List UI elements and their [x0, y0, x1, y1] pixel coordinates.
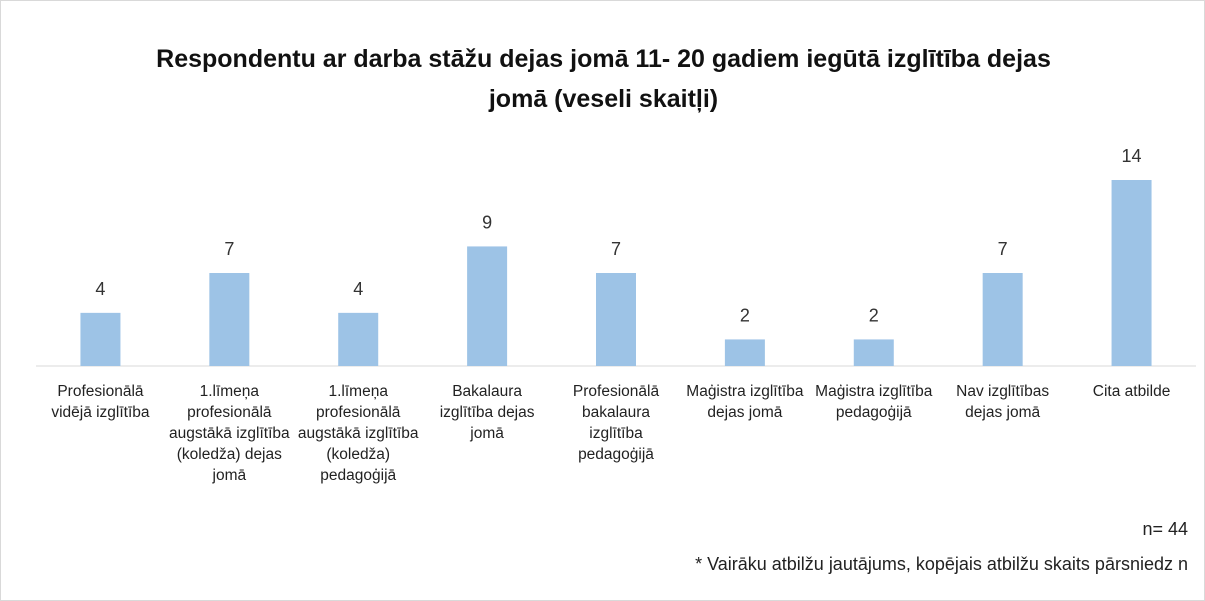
x-tick-label: Cita atbilde	[1092, 383, 1171, 400]
x-tick-label: Bakalaura izglītība dejas jomā	[439, 383, 535, 442]
data-label: 4	[353, 279, 363, 299]
data-label: 2	[740, 305, 750, 325]
bar	[853, 339, 894, 366]
annotation: n= 44	[1142, 519, 1188, 539]
annotation: * Vairāku atbilžu jautājums, kopējais at…	[695, 554, 1188, 574]
chart-title: Respondentu ar darba stāžu dejas jomā 11…	[156, 45, 1051, 113]
data-label: 14	[1122, 146, 1142, 166]
data-label: 7	[224, 239, 234, 259]
x-tick-label: Maģistra izglītība dejas jomā	[686, 383, 804, 421]
bar	[467, 246, 508, 366]
data-label: 7	[998, 239, 1008, 259]
data-label: 2	[869, 305, 879, 325]
x-tick-label: Nav izglītības dejas jomā	[956, 383, 1050, 421]
data-label: 9	[482, 212, 492, 232]
x-tick-label: Profesionālā vidējā izglītība	[51, 383, 150, 421]
x-tick-label: 1.līmeņa profesionālā augstākā izglītība…	[169, 383, 290, 484]
x-tick-label: Maģistra izglītība pedagoģijā	[815, 383, 933, 421]
bar	[982, 273, 1023, 366]
data-label: 7	[611, 239, 621, 259]
x-tick-label: Profesionālā bakalaura izglītība pedagoģ…	[572, 383, 660, 463]
bar	[209, 273, 250, 366]
data-label: 4	[95, 279, 105, 299]
bar	[80, 312, 121, 366]
x-tick-label: 1.līmeņa profesionālā augstākā izglītība…	[297, 383, 419, 484]
bar	[724, 339, 765, 366]
bar	[338, 312, 379, 366]
bar	[1111, 180, 1152, 366]
bar	[596, 273, 636, 366]
